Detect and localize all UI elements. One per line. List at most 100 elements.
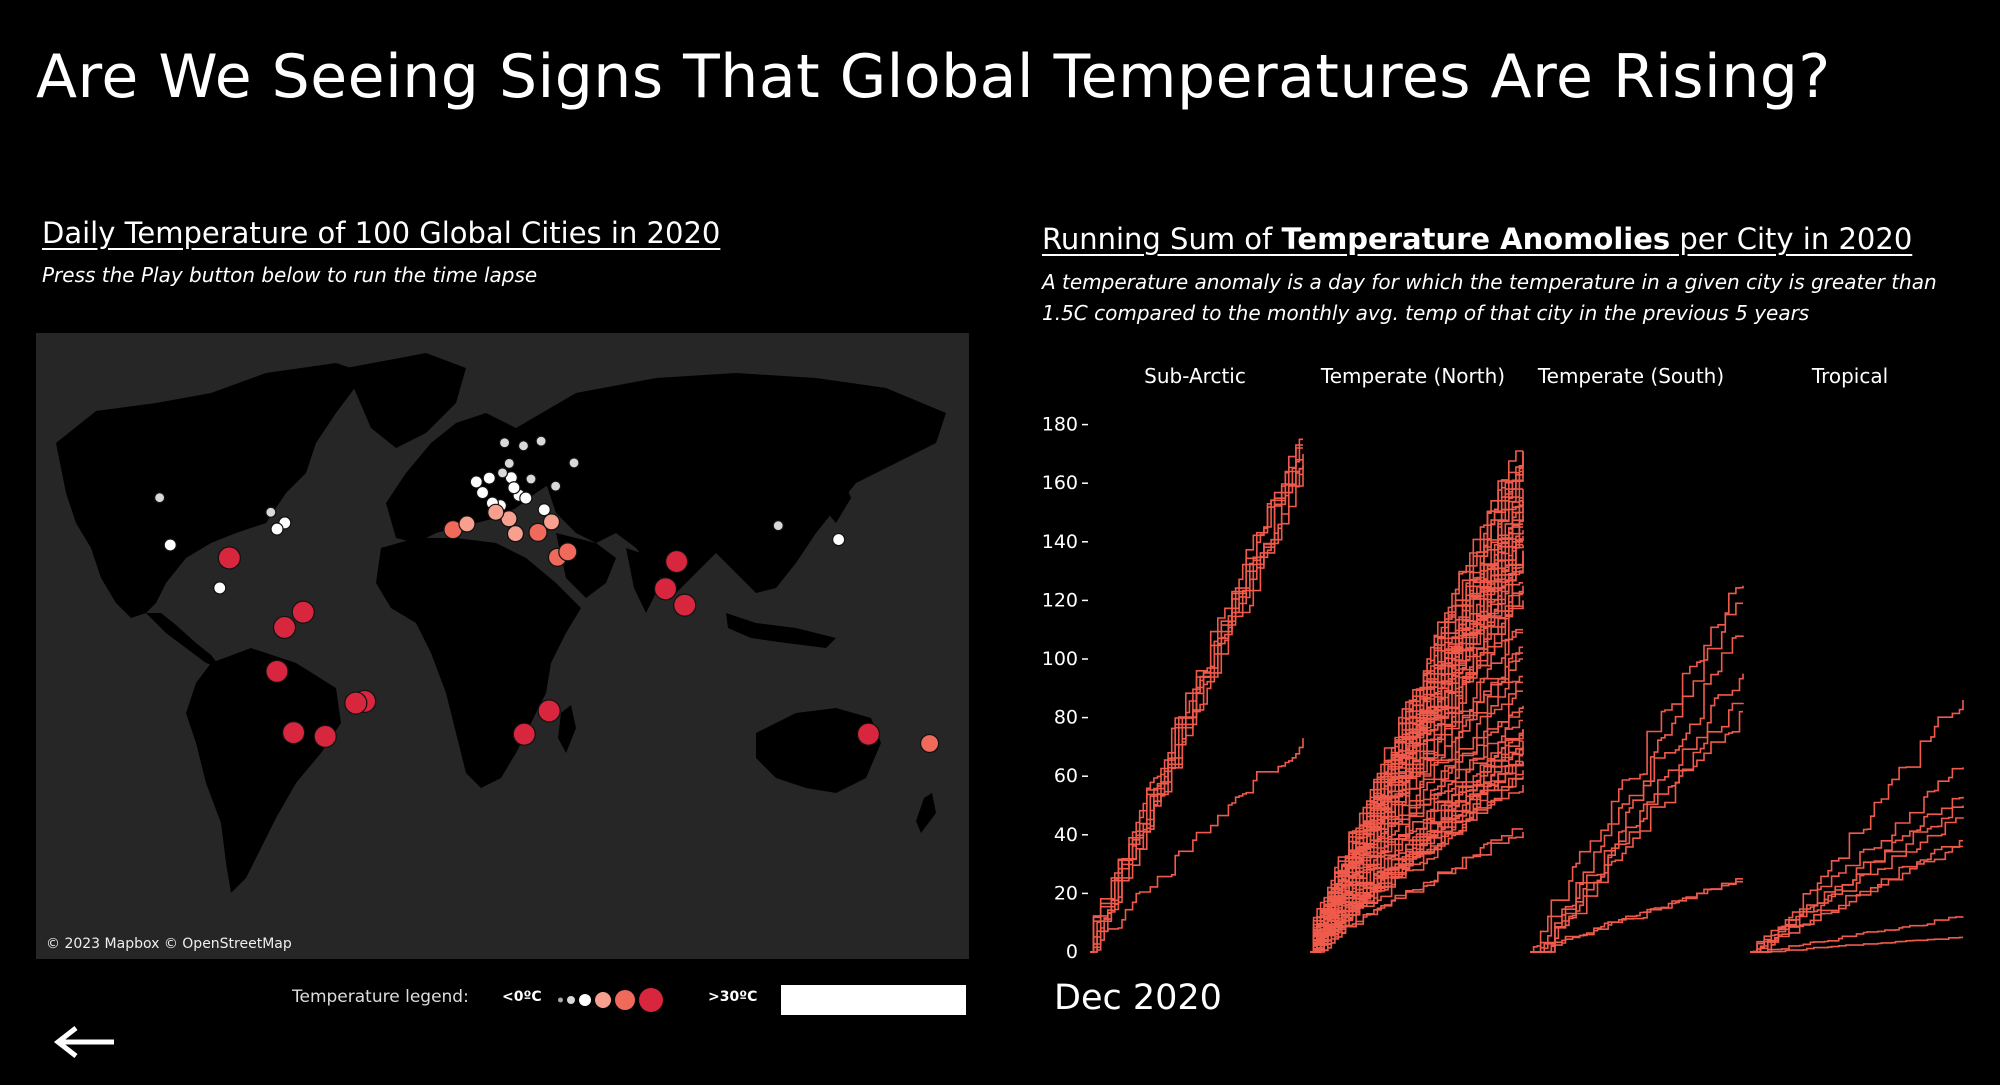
y-tick-label: 60 — [1054, 765, 1078, 787]
series-line — [1530, 602, 1743, 953]
running-sum-chart: Sub-Arctic Temperate (North) Temperate (So… — [1042, 364, 1964, 963]
city-marker — [291, 600, 315, 624]
legend-swatch — [639, 988, 663, 1012]
series-line — [1530, 635, 1744, 953]
city-marker — [550, 480, 562, 492]
land-masses — [56, 353, 946, 893]
panel-header: Tropical — [1811, 364, 1888, 388]
city-marker — [458, 515, 476, 533]
city-marker — [920, 733, 940, 754]
city-marker — [487, 503, 505, 521]
city-marker — [535, 435, 547, 447]
chart-title-bold: Temperature Anomolies — [1281, 222, 1671, 256]
legend-min-label: <0ºC — [502, 989, 542, 1005]
land-south-america — [186, 648, 341, 893]
city-marker — [154, 492, 166, 504]
series-line — [1090, 447, 1303, 953]
series-line — [1750, 839, 1963, 953]
city-marker — [265, 506, 277, 518]
city-marker — [558, 542, 578, 562]
series-line — [1750, 805, 1964, 953]
land-madagascar — [558, 705, 576, 753]
city-marker — [537, 699, 561, 723]
y-tick-label: 20 — [1054, 882, 1078, 904]
y-tick-label: 180 — [1042, 414, 1078, 436]
city-marker — [163, 538, 177, 552]
legend-swatch — [579, 994, 591, 1006]
legend-swatch — [567, 996, 575, 1004]
city-marker — [272, 615, 297, 640]
series-line — [1090, 738, 1304, 953]
series-line — [1310, 831, 1524, 953]
city-marker — [542, 513, 561, 531]
series-line — [1750, 817, 1964, 953]
chart-title-pre: Running Sum of — [1042, 222, 1282, 256]
chart-title: Running Sum of Temperature Anomolies per… — [1042, 222, 1912, 256]
city-marker — [653, 577, 678, 601]
city-marker — [213, 581, 227, 595]
city-marker — [568, 457, 580, 469]
land-new-zealand — [916, 793, 936, 833]
city-marker — [482, 471, 496, 485]
y-tick-label: 160 — [1042, 472, 1078, 494]
city-marker — [537, 503, 551, 517]
city-marker — [270, 522, 284, 536]
city-marker — [344, 691, 368, 715]
land-greenland — [346, 353, 466, 448]
city-marker — [856, 722, 881, 746]
chart-title-post: per City in 2020 — [1670, 222, 1913, 256]
city-marker — [469, 475, 483, 489]
series-line — [1750, 936, 1963, 953]
play-control-box[interactable] — [781, 985, 966, 1015]
city-marker — [475, 485, 490, 500]
map-title: Daily Temperature of 100 Global Cities i… — [42, 216, 721, 250]
panel-header: Temperate (South) — [1537, 364, 1724, 388]
temperature-legend: Temperature legend: <0ºC >30ºC — [292, 985, 972, 1015]
legend-swatches — [558, 988, 663, 1012]
city-marker — [265, 659, 289, 683]
city-marker — [528, 522, 548, 542]
y-tick-label: 140 — [1042, 531, 1078, 553]
land-europe — [386, 413, 556, 543]
world-map-svg — [56, 353, 946, 893]
y-tick-label: 80 — [1054, 707, 1078, 729]
city-marker — [506, 525, 525, 543]
land-japan — [826, 473, 851, 523]
legend-label: Temperature legend: — [292, 987, 469, 1007]
back-arrow-button[interactable] — [50, 1020, 120, 1064]
city-marker — [313, 724, 337, 748]
city-marker — [507, 481, 521, 495]
chart-description: A temperature anomaly is a day for which… — [1042, 270, 1937, 325]
series-line — [1530, 880, 1743, 953]
series-line — [1310, 497, 1523, 953]
city-marker — [517, 440, 530, 452]
series-line — [1530, 710, 1743, 953]
city-marker — [498, 437, 511, 449]
series-line — [1310, 740, 1523, 953]
series-line — [1090, 473, 1303, 953]
land-indonesia — [726, 613, 836, 648]
series-line — [1530, 673, 1744, 953]
world-map[interactable] — [36, 333, 969, 959]
y-tick-label: 0 — [1066, 941, 1078, 963]
land-asia — [516, 373, 946, 593]
map-credit: © 2023 Mapbox © OpenStreetMap — [46, 936, 292, 952]
city-marker — [496, 467, 509, 479]
city-markers — [154, 435, 940, 754]
series-line — [1530, 702, 1744, 953]
legend-swatch — [558, 997, 563, 1003]
series-line — [1750, 916, 1964, 953]
legend-max-label: >30ºC — [708, 989, 758, 1005]
series-line — [1750, 700, 1964, 953]
land-north-america — [56, 363, 366, 618]
city-marker — [503, 457, 515, 469]
series-line — [1090, 453, 1304, 953]
land-india — [626, 548, 661, 613]
city-marker — [665, 549, 689, 574]
city-marker — [673, 593, 697, 617]
y-tick-label: 120 — [1042, 589, 1078, 611]
city-marker — [832, 532, 846, 547]
map-subtitle: Press the Play button below to run the t… — [42, 263, 538, 287]
series-line — [1310, 541, 1523, 953]
series-line — [1310, 582, 1523, 953]
